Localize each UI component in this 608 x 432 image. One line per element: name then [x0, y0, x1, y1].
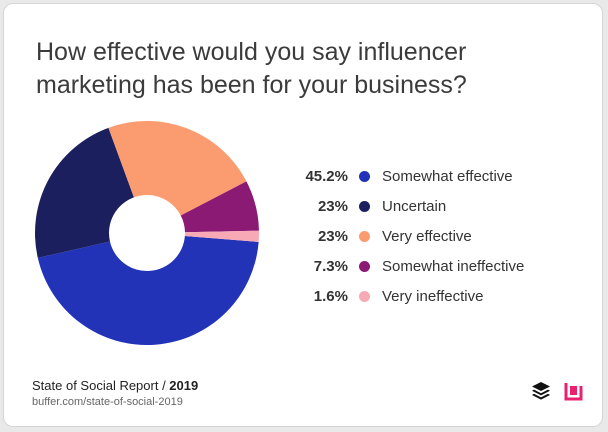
legend-item-very-effective: 23% Very effective [274, 222, 574, 252]
donut-chart [34, 121, 259, 346]
legend-label-somewhat-ineffective: Somewhat ineffective [382, 258, 525, 275]
donut-slice-very-effective [108, 121, 247, 216]
report-logo-icon [564, 383, 583, 401]
donut-slice-somewhat-effective [37, 236, 259, 346]
legend-swatch-somewhat-effective [359, 171, 370, 182]
legend-label-very-effective: Very effective [382, 228, 472, 245]
donut-slice-very-ineffective [184, 230, 259, 242]
donut-slice-uncertain [34, 127, 134, 258]
legend-item-somewhat-effective: 45.2% Somewhat effective [274, 162, 574, 192]
legend-value-somewhat-effective: 45.2% [305, 168, 348, 185]
chart-legend: 45.2% Somewhat effective 23% Uncertain 23% Ve… [274, 162, 574, 312]
chart-title: How effective would you say influencer m… [36, 36, 556, 102]
legend-label-very-ineffective: Very ineffective [382, 288, 484, 305]
legend-value-very-ineffective: 1.6% [313, 288, 348, 305]
legend-swatch-uncertain [359, 201, 370, 212]
legend-swatch-very-ineffective [359, 291, 370, 302]
legend-item-somewhat-ineffective: 7.3% Somewhat ineffective [274, 252, 574, 282]
source-credit: State of Social Report / 2019 [32, 378, 198, 393]
legend-item-uncertain: 23% Uncertain [274, 192, 574, 222]
chart-title-line-1: How effective would you say influencer [36, 38, 467, 66]
legend-value-very-effective: 23% [317, 228, 348, 245]
legend-label-uncertain: Uncertain [382, 198, 447, 215]
legend-item-very-ineffective: 1.6% Very ineffective [274, 282, 574, 312]
legend-label-somewhat-effective: Somewhat effective [382, 168, 513, 185]
chart-title-line-2: marketing has been for your business? [36, 71, 467, 99]
buffer-logo-icon [532, 382, 550, 400]
source-year: 2019 [169, 378, 199, 393]
source-url: buffer.com/state-of-social-2019 [32, 396, 183, 408]
legend-swatch-somewhat-ineffective [359, 261, 370, 272]
donut-slice-somewhat-ineffective [180, 181, 259, 233]
chart-card: How effective would you say influencer m… [3, 3, 603, 427]
legend-swatch-very-effective [359, 231, 370, 242]
legend-value-somewhat-ineffective: 7.3% [313, 258, 348, 275]
legend-value-uncertain: 23% [317, 198, 348, 215]
source-title: State of Social Report / [32, 378, 170, 393]
